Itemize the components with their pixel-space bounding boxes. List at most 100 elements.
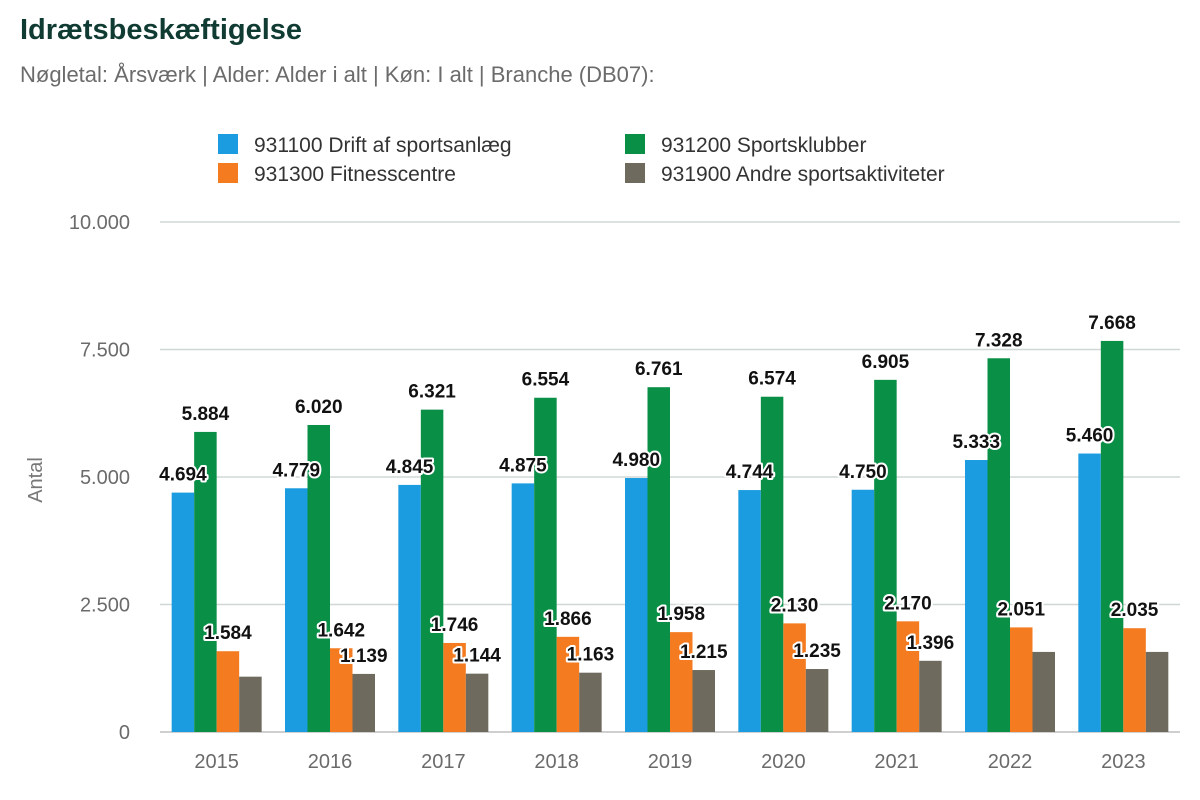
data-label: 4.750 [839,462,887,483]
bar [239,676,262,732]
x-tick-label: 2022 [988,751,1033,773]
data-label: 6.020 [295,397,343,418]
legend-label: 931100 Drift af sportsanlæg [254,134,512,157]
bar [443,642,466,732]
bar [851,489,875,732]
data-label: 6.905 [862,352,910,373]
x-tick-label: 2019 [648,751,693,773]
y-axis-label: Antal [25,457,47,503]
bar [511,483,535,732]
bar [896,621,920,732]
bars [171,340,1169,732]
data-label: 1.215 [680,642,728,663]
data-label: 4.779 [272,460,320,481]
data-label: 6.574 [748,369,796,390]
bar [625,478,648,732]
data-label: 4.875 [499,455,547,476]
bar [760,396,784,732]
y-axis: 0 2.500 5.000 7.500 10.000 [69,212,130,744]
data-label: 4.845 [386,457,434,478]
data-label: 1.958 [657,604,705,625]
y-tick-label: 5.000 [80,467,130,489]
bar [285,488,308,732]
legend: 931100 Drift af sportsanlæg 931200 Sports… [218,134,945,186]
bar [352,673,375,732]
data-label: 6.554 [522,370,570,391]
data-label: 1.139 [340,646,388,667]
x-tick-label: 2020 [761,751,806,773]
y-tick-label: 10.000 [69,212,130,234]
bar [1010,627,1033,732]
data-label: 2.035 [1111,600,1159,621]
bar [1100,340,1124,732]
bar [465,673,489,732]
data-label: 2.170 [884,593,932,614]
x-axis: 2015 2016 2017 2018 2019 2020 2021 2022 2023 [194,751,1145,773]
x-tick-label: 2016 [308,751,353,773]
y-tick-label: 0 [119,722,130,744]
data-label: 7.668 [1088,313,1136,334]
legend-swatch [218,163,238,183]
data-label: 7.328 [975,330,1023,351]
chart-subtitle: Nøgletal: Årsværk | Alder: Alder i alt |… [20,62,655,87]
chart-title: Idrætsbeskæftigelse [20,14,303,46]
bar [647,387,670,732]
x-tick-label: 2018 [534,751,579,773]
bar [805,669,829,732]
bar [1032,651,1055,732]
bar [534,397,557,732]
legend-swatch [625,163,645,183]
bar [420,409,444,732]
bar [965,460,988,732]
bar [579,672,602,732]
legend-label: 931300 Fitnesscentre [254,163,456,186]
x-tick-label: 2023 [1101,751,1146,773]
x-tick-label: 2017 [421,751,466,773]
bar [1145,651,1169,732]
y-tick-label: 2.500 [80,595,130,617]
data-label: 2.051 [997,599,1045,620]
bar [738,490,761,732]
data-label: 1.235 [793,641,841,662]
data-label: 5.884 [182,404,230,425]
y-tick-label: 7.500 [80,340,130,362]
bar [874,379,897,732]
bar [670,632,693,732]
bar [194,431,217,732]
data-label: 1.163 [567,645,615,666]
bar [692,670,715,732]
data-label: 4.694 [159,465,207,486]
data-label: 5.333 [952,432,1000,453]
data-label: 1.866 [544,609,592,630]
data-label: 4.744 [726,462,774,483]
bar [330,648,353,732]
legend-swatch [218,134,238,154]
bar [919,660,942,732]
bar [216,651,240,732]
data-label: 5.460 [1066,426,1114,447]
data-label: 4.980 [612,450,660,471]
data-label: 1.584 [204,623,252,644]
data-label: 1.144 [453,646,501,667]
data-label: 6.761 [635,359,683,380]
x-tick-label: 2015 [194,751,239,773]
bar [398,484,421,732]
data-label: 2.130 [771,595,819,616]
data-label: 6.321 [408,382,456,403]
bar [307,424,330,732]
bar [1123,628,1146,732]
bar [556,636,580,732]
legend-swatch [625,134,645,154]
bar [987,358,1010,732]
data-label: 1.396 [907,633,955,654]
legend-label: 931200 Sportsklubber [661,134,866,157]
x-tick-label: 2021 [874,751,919,773]
bar [1078,453,1101,732]
bar [783,623,806,732]
bar [171,492,195,732]
data-label: 1.746 [431,615,479,636]
data-label: 1.642 [317,620,365,641]
data-labels: 4.694 5.884 1.584 4.779 6.020 1.642 1.139 4.845… [157,311,1161,669]
legend-label: 931900 Andre sportsaktiviteter [661,163,945,186]
